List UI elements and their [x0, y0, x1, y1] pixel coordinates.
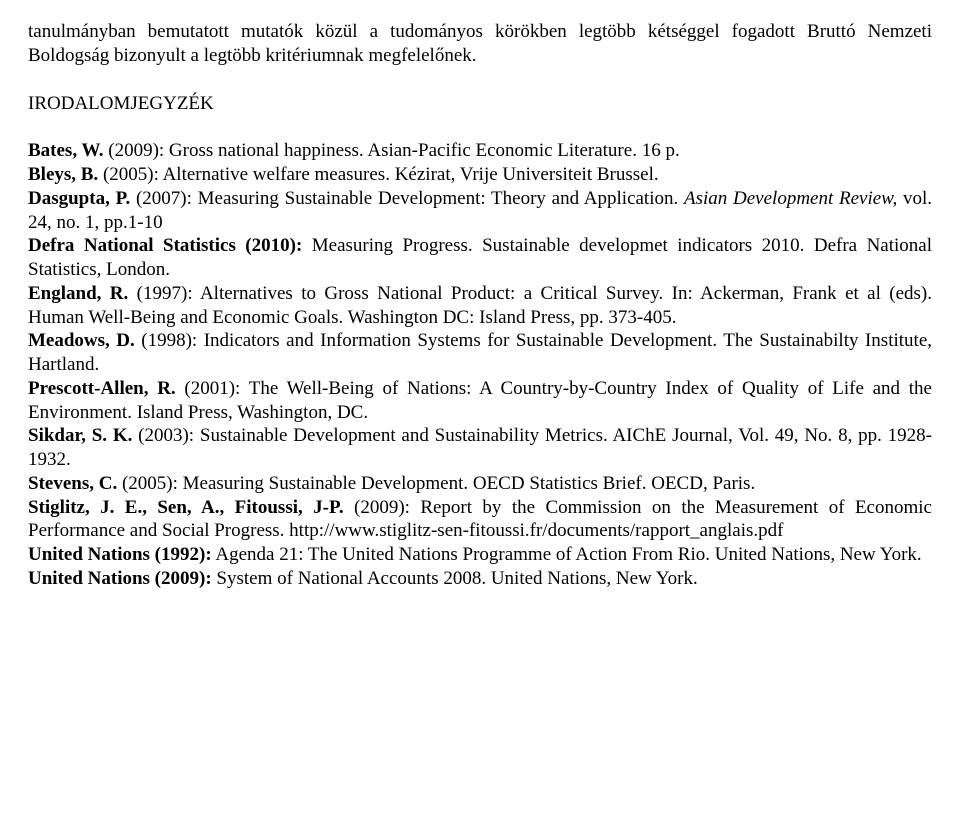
- ref-author: Stevens, C.: [28, 473, 117, 494]
- ref-author: United Nations (2009):: [28, 568, 212, 589]
- ref-author: Sikdar, S. K.: [28, 425, 132, 446]
- ref-text: (2005): Alternative welfare measures. Ké…: [98, 164, 658, 185]
- ref-author: England, R.: [28, 283, 128, 304]
- ref-author: United Nations (1992):: [28, 544, 212, 565]
- ref-un1992: United Nations (1992): Agenda 21: The Un…: [28, 543, 932, 567]
- ref-text: (2007): Measuring Sustainable Developmen…: [130, 188, 684, 209]
- ref-text: System of National Accounts 2008. United…: [212, 568, 698, 589]
- ref-sikdar: Sikdar, S. K. (2003): Sustainable Develo…: [28, 424, 932, 472]
- ref-stiglitz: Stiglitz, J. E., Sen, A., Fitoussi, J-P.…: [28, 496, 932, 544]
- ref-author: Meadows, D.: [28, 330, 135, 351]
- ref-prescott: Prescott-Allen, R. (2001): The Well-Bein…: [28, 377, 932, 425]
- ref-author: Stiglitz, J. E., Sen, A., Fitoussi, J-P.: [28, 497, 344, 518]
- ref-text: Agenda 21: The United Nations Programme …: [212, 544, 922, 565]
- ref-text: (2009): Gross national happiness. Asian-…: [104, 140, 680, 161]
- ref-dasgupta: Dasgupta, P. (2007): Measuring Sustainab…: [28, 187, 932, 235]
- ref-text: (2003): Sustainable Development and Sust…: [28, 425, 932, 470]
- ref-author: Dasgupta, P.: [28, 188, 130, 209]
- ref-stevens: Stevens, C. (2005): Measuring Sustainabl…: [28, 472, 932, 496]
- ref-journal: Asian Development Review,: [684, 188, 897, 209]
- ref-bleys: Bleys, B. (2005): Alternative welfare me…: [28, 163, 932, 187]
- ref-england: England, R. (1997): Alternatives to Gros…: [28, 282, 932, 330]
- intro-paragraph: tanulmányban bemutatott mutatók közül a …: [28, 20, 932, 68]
- ref-text: (2005): Measuring Sustainable Developmen…: [117, 473, 755, 494]
- bibliography-heading: IRODALOMJEGYZÉK: [28, 92, 932, 116]
- ref-meadows: Meadows, D. (1998): Indicators and Infor…: [28, 329, 932, 377]
- ref-defra: Defra National Statistics (2010): Measur…: [28, 234, 932, 282]
- ref-text: (1997): Alternatives to Gross National P…: [28, 283, 932, 328]
- ref-un2009: United Nations (2009): System of Nationa…: [28, 567, 932, 591]
- ref-author: Bates, W.: [28, 140, 104, 161]
- ref-author: Prescott-Allen, R.: [28, 378, 176, 399]
- ref-author: Defra National Statistics (2010):: [28, 235, 302, 256]
- ref-author: Bleys, B.: [28, 164, 98, 185]
- ref-bates: Bates, W. (2009): Gross national happine…: [28, 139, 932, 163]
- ref-text: (1998): Indicators and Information Syste…: [28, 330, 932, 375]
